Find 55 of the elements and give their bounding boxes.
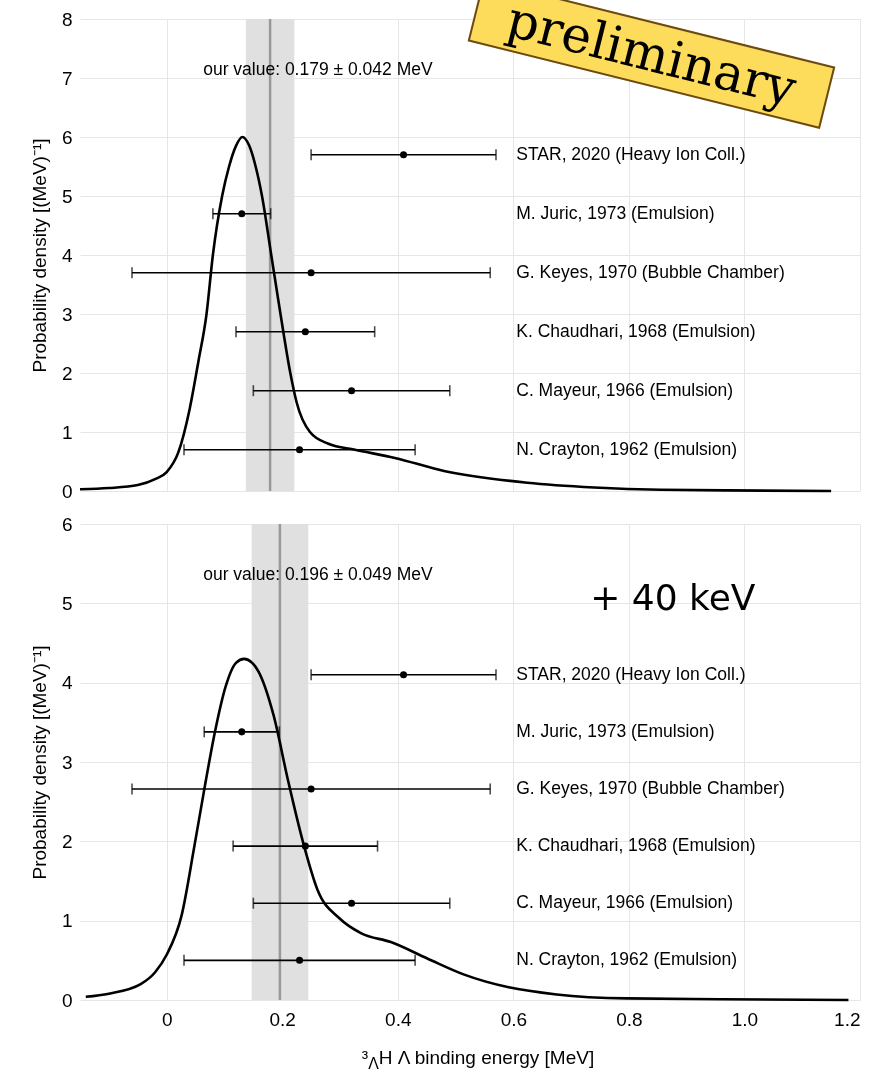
point: [348, 899, 356, 907]
line-series: [78, 135, 833, 493]
y-tick-label: 4: [61, 672, 73, 694]
annotation: our value: 0.196 ± 0.049 MeV: [203, 564, 433, 585]
y-tick-label: 3: [61, 751, 73, 773]
annotation: G. Keyes, 1970 (Bubble Chamber): [516, 261, 785, 282]
annotation: M. Juric, 1973 (Emulsion): [516, 202, 715, 223]
point: [238, 728, 246, 736]
annotation: G. Keyes, 1970 (Bubble Chamber): [516, 777, 785, 798]
y-axis-title: Probability density [(MeV)⁻¹]: [28, 645, 50, 880]
annotation: STAR, 2020 (Heavy Ion Coll.): [516, 663, 746, 684]
point: [296, 956, 304, 964]
x-axis-title: ³$_{Λ}$H Λ binding energy [MeV]: [360, 1047, 596, 1073]
x-tick-label: 0.6: [500, 1008, 528, 1030]
x-tick-label: 1.2: [834, 1008, 861, 1030]
y-tick-label: 2: [61, 362, 73, 384]
annotation: C. Mayeur, 1966 (Emulsion): [516, 379, 734, 400]
y-tick-label: 0: [61, 989, 73, 1011]
point: [307, 785, 315, 793]
point: [296, 446, 304, 454]
annotation: K. Chaudhari, 1968 (Emulsion): [516, 320, 756, 341]
annotation: N. Crayton, 1962 (Emulsion): [516, 438, 738, 459]
x-tick-label: 0.8: [616, 1008, 643, 1030]
y-tick-label: 4: [61, 244, 73, 266]
y-tick-label: 2: [61, 830, 73, 852]
point: [301, 842, 309, 850]
y-axis-title: Probability density [(MeV)⁻¹]: [28, 138, 50, 373]
annotation: our value: 0.179 ± 0.042 MeV: [203, 58, 433, 79]
point: [400, 671, 408, 679]
point: [348, 387, 356, 395]
y-tick-label: 8: [61, 8, 73, 30]
annotation: C. Mayeur, 1966 (Emulsion): [516, 892, 734, 913]
point: [301, 328, 309, 336]
annotation: M. Juric, 1973 (Emulsion): [516, 720, 715, 741]
line-series: [84, 657, 850, 1002]
y-tick-label: 0: [61, 480, 73, 502]
x-tick-label: 0.4: [385, 1008, 412, 1030]
y-tick-label: 1: [61, 910, 73, 932]
x-tick-label: 0: [161, 1008, 173, 1030]
point: [307, 269, 315, 277]
point: [238, 210, 246, 218]
annotation: + 40 keV: [590, 577, 756, 619]
y-tick-label: 5: [61, 185, 73, 207]
annotation: K. Chaudhari, 1968 (Emulsion): [516, 835, 756, 856]
y-tick-label: 6: [61, 126, 73, 148]
x-tick-label: 0.2: [269, 1008, 296, 1030]
x-tick-label: 1.0: [731, 1008, 759, 1030]
annotation: N. Crayton, 1962 (Emulsion): [516, 949, 738, 970]
y-tick-label: 1: [61, 421, 73, 443]
annotation: STAR, 2020 (Heavy Ion Coll.): [516, 143, 746, 164]
y-tick-label: 3: [61, 303, 73, 325]
y-tick-label: 5: [61, 592, 73, 614]
point: [400, 151, 408, 159]
y-tick-label: 6: [61, 513, 73, 535]
y-tick-label: 7: [61, 67, 73, 89]
